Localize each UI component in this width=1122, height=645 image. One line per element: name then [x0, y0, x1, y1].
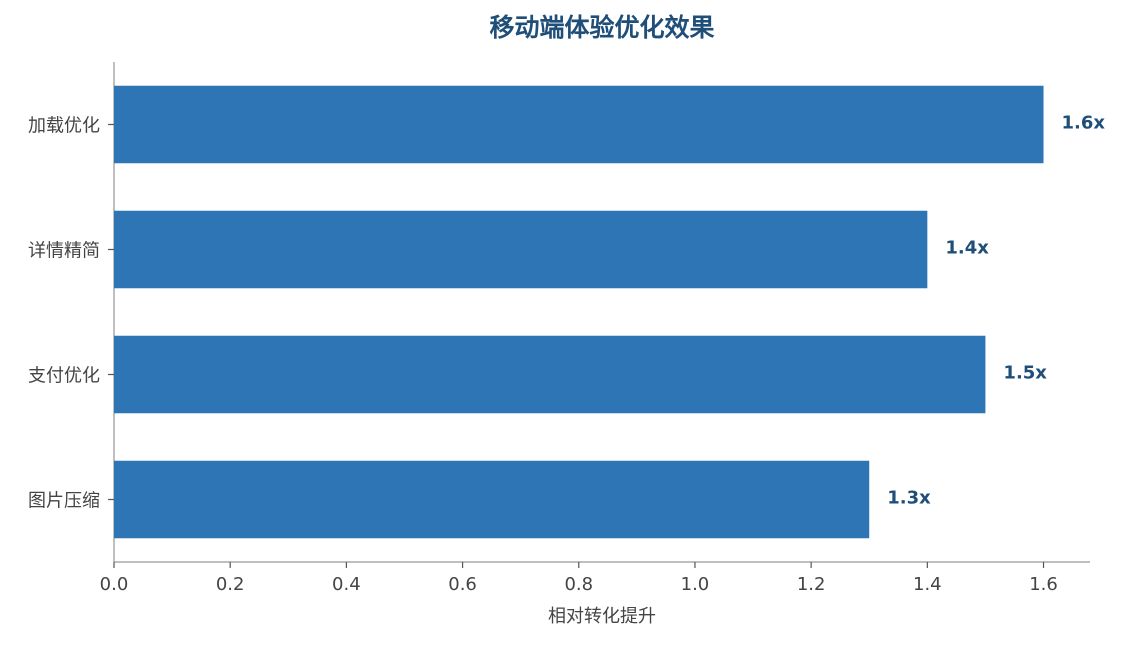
bar — [114, 335, 986, 414]
x-tick-label: 1.0 — [681, 574, 710, 595]
y-tick-label: 图片压缩 — [28, 491, 100, 512]
y-tick-label: 加载优化 — [28, 116, 100, 137]
bar — [114, 460, 870, 539]
value-label: 1.3x — [887, 488, 931, 509]
x-tick-label: 1.6 — [1029, 574, 1058, 595]
x-tick-label: 0.6 — [448, 574, 477, 595]
x-tick-label: 1.4 — [913, 574, 942, 595]
x-tick-label: 0.2 — [216, 574, 245, 595]
x-axis-label: 相对转化提升 — [548, 606, 656, 627]
bar — [114, 210, 928, 289]
value-label: 1.5x — [1003, 363, 1047, 384]
x-tick-label: 1.2 — [797, 574, 826, 595]
chart-title: 移动端体验优化效果 — [489, 13, 714, 42]
x-tick-label: 0.4 — [332, 574, 361, 595]
value-label: 1.4x — [945, 238, 989, 259]
y-tick-label: 详情精简 — [28, 241, 100, 262]
y-tick-label: 支付优化 — [28, 366, 100, 387]
x-tick-label: 0.0 — [100, 574, 129, 595]
bar — [114, 85, 1044, 164]
value-label: 1.6x — [1062, 113, 1106, 134]
x-tick-label: 0.8 — [564, 574, 593, 595]
